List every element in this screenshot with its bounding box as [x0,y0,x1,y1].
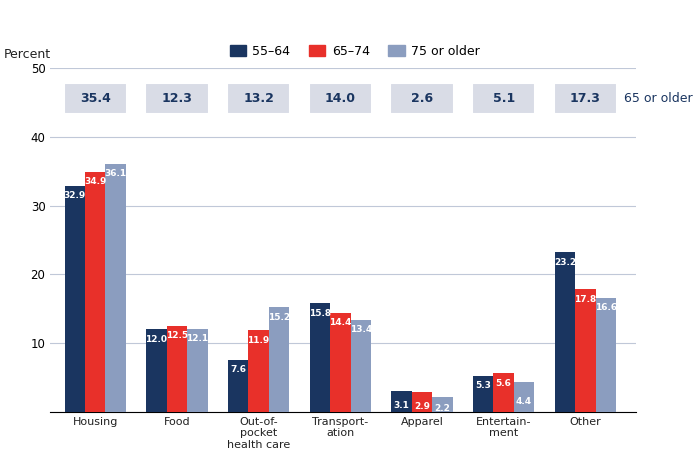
Text: 17.8: 17.8 [574,295,596,304]
Text: 15.2: 15.2 [268,313,290,322]
Text: 36.1: 36.1 [104,169,127,178]
Legend: 55–64, 65–74, 75 or older: 55–64, 65–74, 75 or older [225,40,484,63]
Text: 15.8: 15.8 [309,309,331,318]
FancyBboxPatch shape [227,83,290,114]
Text: 23.2: 23.2 [554,258,576,267]
Text: 11.9: 11.9 [248,335,270,345]
Bar [351,320,371,412]
Text: 12.1: 12.1 [186,334,209,343]
Bar [432,397,453,412]
FancyBboxPatch shape [64,83,127,114]
Text: 16.6: 16.6 [595,303,617,312]
Text: 14.0: 14.0 [325,92,356,106]
Text: 65 or older: 65 or older [624,92,692,106]
Text: 35.4: 35.4 [80,92,111,106]
Text: 12.0: 12.0 [146,335,167,344]
Bar [596,298,616,412]
Text: 2.9: 2.9 [414,402,430,411]
Text: 12.5: 12.5 [166,331,188,340]
Bar [309,303,330,412]
Text: Percent: Percent [4,48,50,61]
Bar [269,308,289,412]
Text: 12.3: 12.3 [162,92,193,106]
Bar [494,373,514,412]
Bar [64,186,85,412]
Text: 7.6: 7.6 [230,365,246,374]
FancyBboxPatch shape [391,83,454,114]
Text: 2.2: 2.2 [435,404,450,414]
Bar [187,329,208,412]
Bar [575,289,596,412]
Bar [146,329,167,412]
FancyBboxPatch shape [472,83,536,114]
Text: 2.6: 2.6 [411,92,433,106]
Bar [554,252,575,412]
Bar [106,164,126,412]
FancyBboxPatch shape [554,83,617,114]
Text: 13.2: 13.2 [243,92,274,106]
Bar [228,360,248,412]
Text: 14.4: 14.4 [329,319,351,327]
Bar [330,313,351,412]
Text: 3.1: 3.1 [393,401,410,410]
Bar [473,376,494,412]
Text: 32.9: 32.9 [64,191,86,200]
FancyBboxPatch shape [146,83,209,114]
Text: 34.9: 34.9 [84,177,106,186]
Bar [248,330,269,412]
Bar [167,326,187,412]
Text: 5.3: 5.3 [475,381,491,390]
Bar [412,392,432,412]
Text: 5.6: 5.6 [496,379,512,388]
Text: 13.4: 13.4 [349,325,372,334]
Bar [391,391,412,412]
Bar [85,172,106,412]
Text: 4.4: 4.4 [516,397,532,406]
Text: 5.1: 5.1 [493,92,514,106]
FancyBboxPatch shape [309,83,372,114]
Text: 17.3: 17.3 [570,92,601,106]
Bar [514,382,534,412]
